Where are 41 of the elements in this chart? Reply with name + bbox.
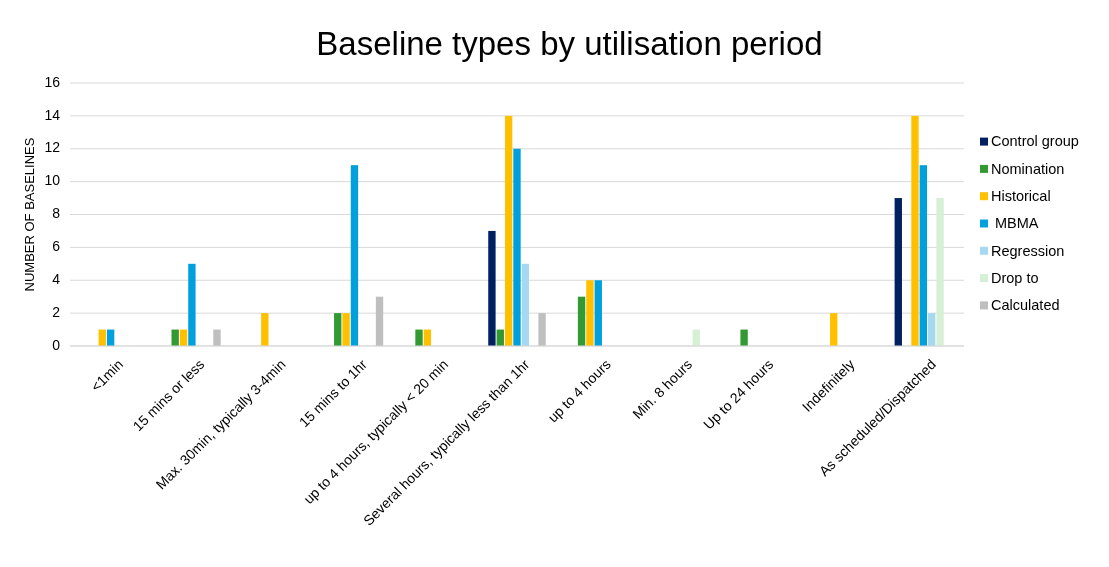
bar bbox=[334, 313, 342, 346]
bar bbox=[350, 165, 359, 346]
y-tick-label: 14 bbox=[44, 106, 61, 123]
legend-label: Regression bbox=[991, 242, 1065, 259]
y-tick-label: 0 bbox=[52, 336, 61, 353]
bar bbox=[911, 115, 919, 346]
bar bbox=[513, 148, 521, 346]
legend-label: Nomination bbox=[991, 160, 1065, 177]
y-tick-label: 4 bbox=[52, 270, 61, 287]
bar bbox=[342, 313, 350, 346]
y-tick-label: 6 bbox=[52, 238, 61, 255]
bar bbox=[586, 280, 594, 346]
bar bbox=[375, 296, 384, 346]
bar bbox=[577, 296, 586, 346]
bar bbox=[415, 329, 423, 346]
legend-label: Control group bbox=[991, 133, 1079, 150]
y-tick-label: 8 bbox=[52, 205, 61, 222]
legend-label: MBMA bbox=[991, 215, 1039, 232]
bar bbox=[188, 263, 196, 346]
y-tick-label: 2 bbox=[52, 303, 61, 320]
legend-label: Calculated bbox=[991, 297, 1060, 314]
bar bbox=[928, 313, 936, 346]
bar bbox=[488, 230, 496, 346]
y-tick-label: 10 bbox=[44, 172, 61, 189]
bar bbox=[538, 313, 546, 346]
y-tick-label: 16 bbox=[44, 73, 61, 90]
bar bbox=[261, 313, 269, 346]
bar bbox=[936, 198, 944, 346]
chart-title: Baseline types by utilisation period bbox=[316, 25, 823, 62]
bar bbox=[213, 329, 221, 346]
legend-label: Historical bbox=[991, 188, 1051, 205]
legend-label: Drop to bbox=[991, 269, 1039, 286]
bar bbox=[521, 263, 530, 346]
y-tick-label: 12 bbox=[44, 139, 61, 156]
bar bbox=[830, 313, 838, 346]
bar bbox=[504, 115, 513, 346]
bar bbox=[740, 329, 748, 346]
bar bbox=[919, 165, 928, 346]
y-axis-title: NUMBER OF BASELINES bbox=[22, 137, 37, 292]
bar bbox=[594, 280, 602, 346]
bar bbox=[894, 198, 902, 346]
